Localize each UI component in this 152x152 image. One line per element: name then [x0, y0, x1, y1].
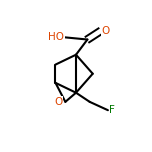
Text: O: O: [102, 26, 110, 36]
Text: F: F: [109, 105, 115, 115]
Text: HO: HO: [48, 32, 64, 42]
Text: O: O: [54, 97, 62, 107]
